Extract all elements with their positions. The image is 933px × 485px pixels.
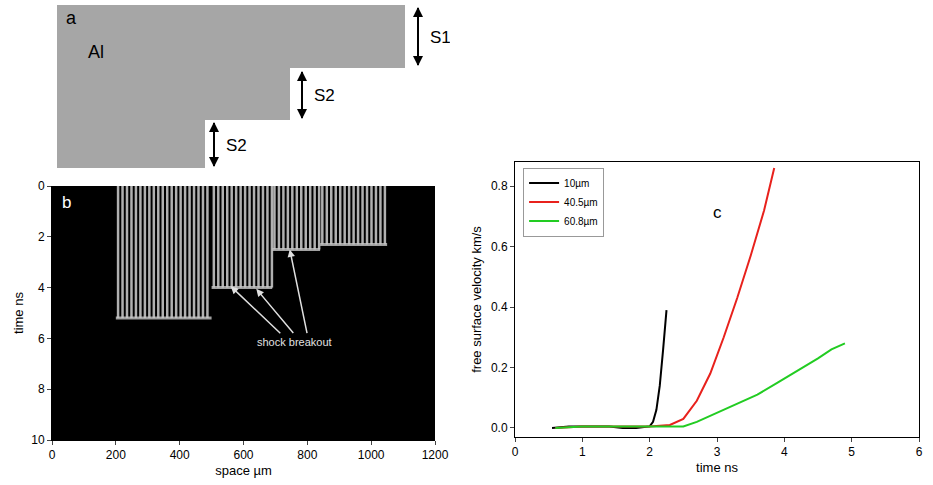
svg-text:200: 200 (106, 448, 126, 462)
svg-text:800: 800 (297, 448, 317, 462)
svg-text:10: 10 (31, 433, 45, 447)
svg-text:time ns: time ns (11, 292, 26, 334)
svg-text:0: 0 (512, 445, 519, 459)
svg-text:0.6: 0.6 (491, 240, 508, 254)
svg-text:10µm: 10µm (564, 178, 589, 189)
svg-text:60.8µm: 60.8µm (564, 216, 598, 227)
svg-text:Al: Al (88, 42, 104, 62)
svg-text:S2: S2 (314, 86, 335, 105)
svg-text:a: a (66, 8, 77, 28)
svg-text:shock breakout: shock breakout (257, 336, 332, 348)
svg-text:S2: S2 (226, 136, 247, 155)
svg-text:0.0: 0.0 (491, 421, 508, 435)
svg-text:8: 8 (38, 382, 45, 396)
svg-text:0: 0 (38, 179, 45, 193)
svg-text:S1: S1 (430, 28, 450, 47)
svg-text:4: 4 (781, 445, 788, 459)
svg-text:space µm: space µm (215, 463, 272, 478)
svg-text:6: 6 (38, 332, 45, 346)
svg-text:1000: 1000 (358, 448, 385, 462)
svg-text:c: c (713, 203, 722, 222)
svg-text:6: 6 (916, 445, 923, 459)
svg-text:b: b (62, 193, 71, 212)
svg-text:5: 5 (848, 445, 855, 459)
svg-text:2: 2 (38, 230, 45, 244)
svg-text:400: 400 (170, 448, 190, 462)
svg-text:1200: 1200 (422, 448, 449, 462)
svg-text:600: 600 (233, 448, 253, 462)
svg-text:0.4: 0.4 (491, 300, 508, 314)
svg-text:40.5µm: 40.5µm (564, 197, 598, 208)
svg-text:0: 0 (49, 448, 56, 462)
svg-text:free surface velocity km/s: free surface velocity km/s (469, 226, 484, 373)
svg-text:time ns: time ns (696, 460, 738, 475)
svg-text:0.2: 0.2 (491, 361, 508, 375)
svg-text:3: 3 (714, 445, 721, 459)
svg-text:4: 4 (38, 281, 45, 295)
svg-text:2: 2 (646, 445, 653, 459)
svg-text:1: 1 (579, 445, 586, 459)
svg-text:0.8: 0.8 (491, 179, 508, 193)
